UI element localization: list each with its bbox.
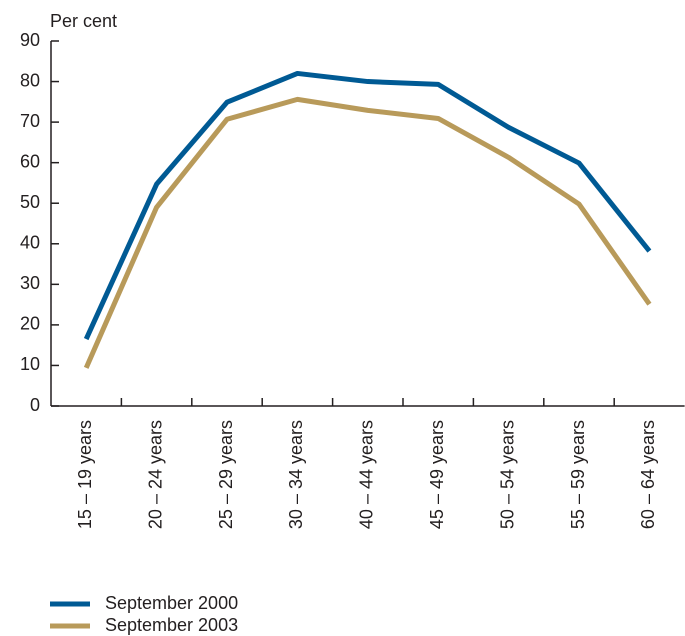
y-tick-label: 30 [20, 273, 40, 293]
y-tick-label: 70 [20, 111, 40, 131]
x-tick-label: 30 – 34 years [286, 420, 306, 529]
x-tick-label: 20 – 24 years [145, 420, 165, 529]
y-tick-label: 10 [20, 354, 40, 374]
legend-label: September 2003 [105, 615, 238, 635]
y-tick-label: 0 [30, 395, 40, 415]
y-tick-label: 40 [20, 233, 40, 253]
x-tick-label: 55 – 59 years [568, 420, 588, 529]
x-tick-label: 60 – 64 years [638, 420, 658, 529]
y-tick-label: 20 [20, 314, 40, 334]
x-tick-label: 40 – 44 years [357, 420, 377, 529]
y-tick-label: 50 [20, 192, 40, 212]
line-series [83, 96, 652, 369]
line-series [83, 70, 652, 341]
legend-label: September 2000 [105, 593, 238, 613]
x-tick-label: 45 – 49 years [427, 420, 447, 529]
x-tick-label: 15 – 19 years [75, 420, 95, 529]
x-tick-label: 50 – 54 years [497, 420, 517, 529]
y-tick-label: 60 [20, 151, 40, 171]
x-tick-label: 25 – 29 years [216, 420, 236, 529]
y-tick-label: 90 [20, 30, 40, 50]
y-axis-label: Per cent [50, 11, 117, 31]
y-tick-label: 80 [20, 70, 40, 90]
